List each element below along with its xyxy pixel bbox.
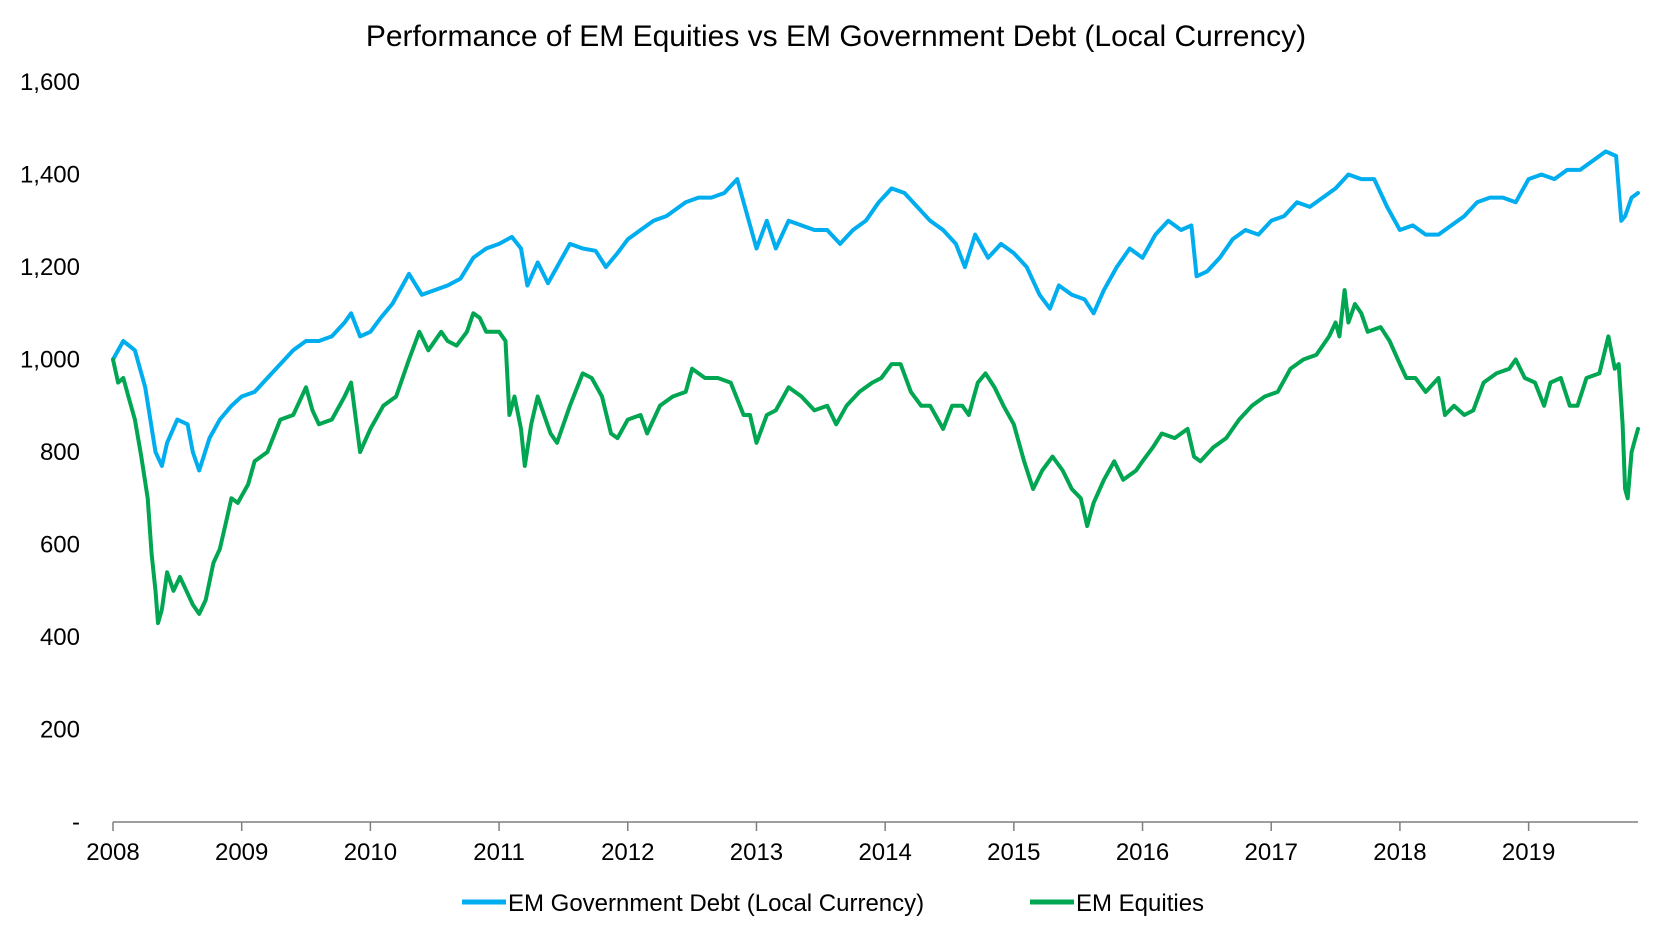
x-tick-label: 2015 <box>987 839 1040 866</box>
series-line-em-government-debt <box>111 149 1640 473</box>
x-tick-label: 2012 <box>601 839 654 866</box>
x-tick-label: 2013 <box>730 839 783 866</box>
x-tick-label: 2019 <box>1502 839 1555 866</box>
y-tick-label: 200 <box>40 717 80 744</box>
chart-title: Performance of EM Equities vs EM Governm… <box>366 20 1306 53</box>
y-tick-label: 1,400 <box>20 162 80 189</box>
x-tick-label: 2011 <box>473 839 525 866</box>
legend-label: EM Equities <box>1076 890 1204 917</box>
y-tick-label: 1,600 <box>20 69 80 96</box>
x-tick-label: 2016 <box>1116 839 1169 866</box>
y-tick-label: 800 <box>40 439 80 466</box>
series-layer <box>111 149 1640 626</box>
y-tick-label: 1,000 <box>20 347 80 374</box>
x-tick-label: 2018 <box>1373 839 1426 866</box>
x-tick-label: 2008 <box>86 839 139 866</box>
x-tick-label: 2017 <box>1245 839 1298 866</box>
y-tick-label: 400 <box>40 624 80 651</box>
x-axis: 2008 2009 2010 2011 2012 2013 2014 2015 2016 2017… <box>86 821 1638 866</box>
x-tick-label: 2009 <box>215 839 268 866</box>
y-tick-label: - <box>72 809 80 836</box>
series-line-em-equities <box>111 288 1640 626</box>
y-tick-label: 600 <box>40 532 80 559</box>
x-tick-label: 2014 <box>858 839 911 866</box>
x-tick-label: 2010 <box>344 839 397 866</box>
y-axis: - 200 400 600 800 1,000 1,200 1,400 1,600 <box>20 69 80 836</box>
y-tick-label: 1,200 <box>20 254 80 281</box>
legend-label: EM Government Debt (Local Currency) <box>508 890 924 917</box>
legend: EM Government Debt (Local Currency) EM Eq… <box>462 890 1204 917</box>
